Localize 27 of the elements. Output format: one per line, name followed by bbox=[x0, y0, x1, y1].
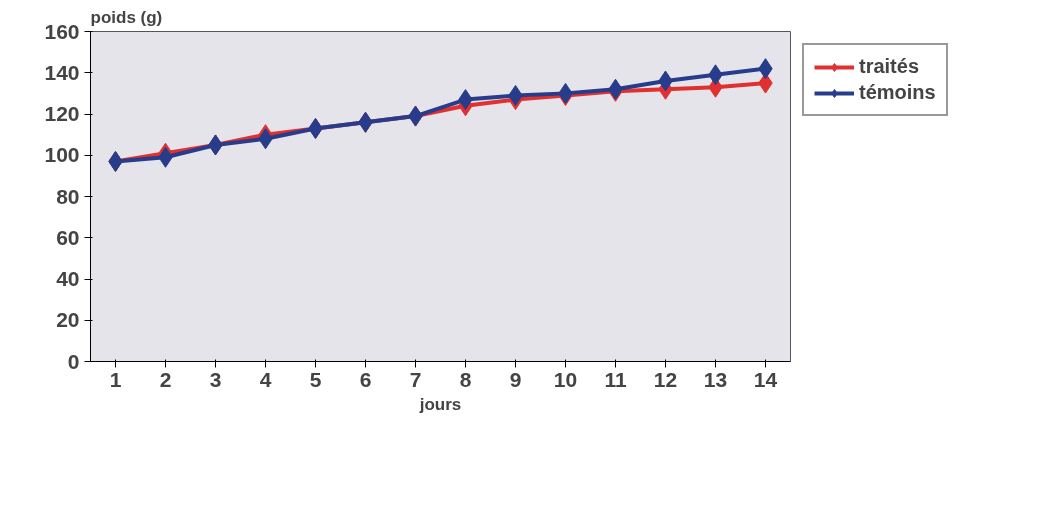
legend-label: témoins bbox=[859, 81, 936, 104]
legend-label: traités bbox=[859, 55, 920, 78]
x-tick-label: 7 bbox=[409, 367, 422, 391]
x-tick-label: 6 bbox=[359, 367, 372, 391]
x-tick-label: 10 bbox=[553, 367, 578, 391]
y-tick-label: 40 bbox=[56, 267, 80, 290]
y-tick-label: 20 bbox=[56, 308, 80, 332]
x-tick-label: 8 bbox=[459, 367, 472, 391]
x-tick-label: 5 bbox=[309, 367, 322, 391]
x-tick-label: 11 bbox=[604, 367, 627, 391]
y-tick-label: 0 bbox=[67, 349, 80, 373]
y-tick-label: 140 bbox=[44, 60, 80, 84]
x-tick-label: 3 bbox=[209, 367, 222, 391]
x-tick-label: 9 bbox=[509, 367, 522, 391]
x-tick-label: 13 bbox=[703, 367, 728, 391]
x-tick-label: 2 bbox=[159, 367, 172, 391]
y-tick-label: 160 bbox=[44, 19, 80, 43]
y-tick-label: 80 bbox=[56, 184, 80, 208]
x-tick-label: 14 bbox=[753, 367, 778, 391]
x-tick-label: 4 bbox=[259, 367, 272, 391]
x-tick-label: 1 bbox=[109, 367, 122, 391]
y-tick-label: 60 bbox=[56, 225, 80, 249]
y-tick-label: 120 bbox=[44, 102, 80, 125]
x-axis-title: jours bbox=[418, 394, 462, 414]
y-axis-title: poids (g) bbox=[90, 7, 163, 27]
x-tick-label: 12 bbox=[653, 367, 678, 391]
y-tick-label: 100 bbox=[44, 143, 80, 167]
